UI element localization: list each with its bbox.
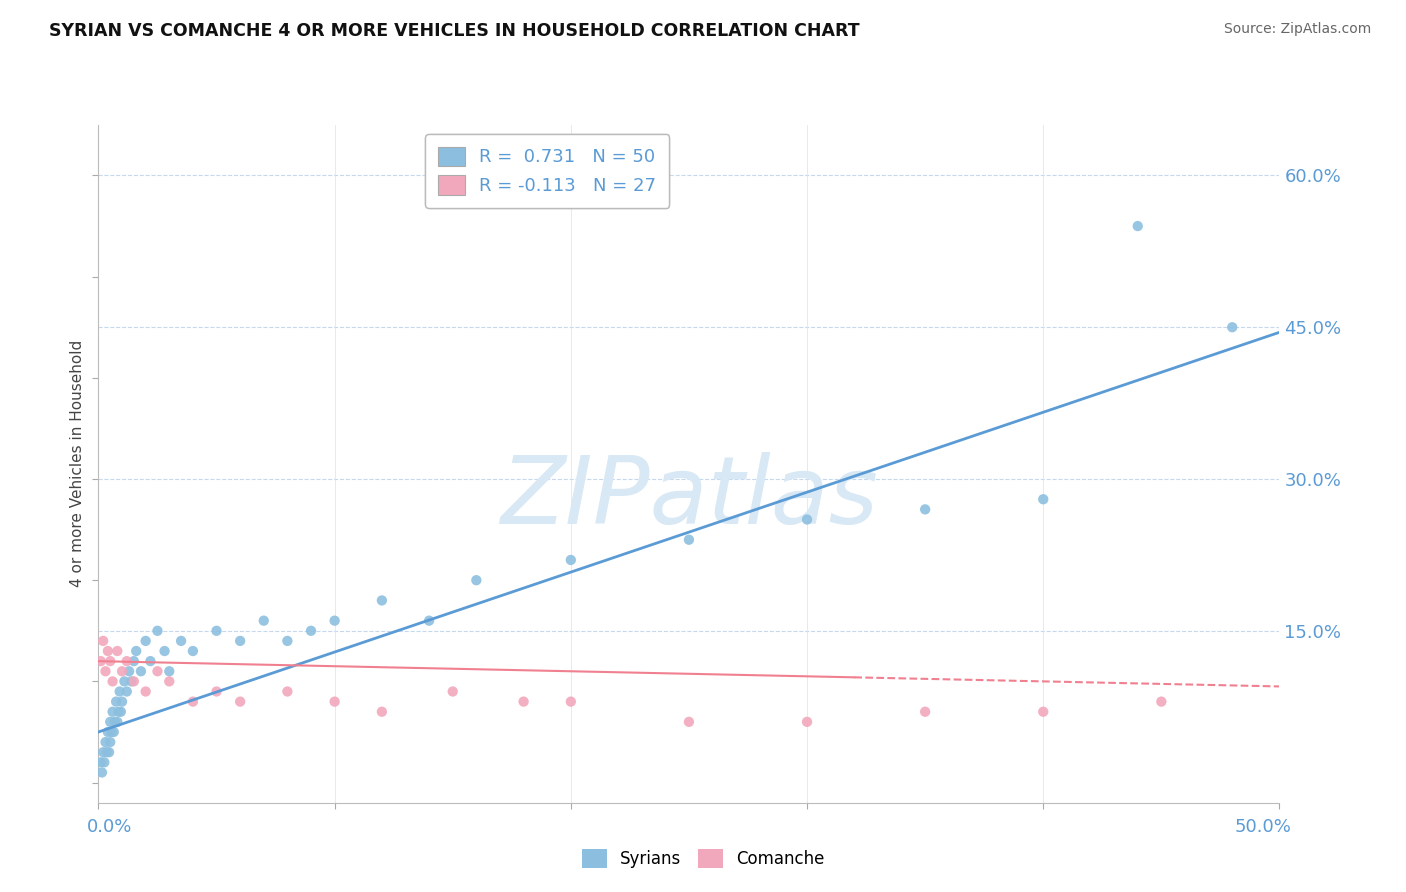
Point: [98, 745, 121, 759]
Text: 0.0%: 0.0%: [87, 818, 132, 836]
Point: [90, 756, 112, 770]
Point: [253, 614, 276, 628]
Point: [104, 714, 127, 729]
Text: 50.0%: 50.0%: [1234, 818, 1291, 836]
Point: [678, 533, 700, 547]
Point: [560, 553, 582, 567]
Point: [1126, 219, 1149, 233]
Point: [91, 745, 114, 759]
Point: [276, 684, 298, 698]
Point: [796, 714, 818, 729]
Point: [107, 705, 129, 719]
Point: [299, 624, 322, 638]
Point: [371, 705, 394, 719]
Point: [91, 634, 114, 648]
Point: [105, 695, 128, 709]
Point: [560, 695, 582, 709]
Point: [371, 593, 394, 607]
Point: [101, 674, 124, 689]
Point: [108, 684, 131, 698]
Point: [129, 665, 152, 679]
Point: [105, 714, 128, 729]
Point: [93, 756, 115, 770]
Point: [94, 735, 117, 749]
Text: Source: ZipAtlas.com: Source: ZipAtlas.com: [1223, 22, 1371, 37]
Point: [105, 644, 128, 658]
Point: [1150, 695, 1173, 709]
Point: [914, 502, 936, 516]
Point: [96, 745, 118, 759]
Point: [229, 695, 252, 709]
Point: [323, 614, 346, 628]
Point: [122, 674, 145, 689]
Point: [115, 654, 138, 668]
Point: [229, 634, 252, 648]
Point: [323, 695, 346, 709]
Point: [111, 665, 134, 679]
Point: [98, 735, 121, 749]
Point: [796, 512, 818, 526]
Point: [100, 725, 122, 739]
Point: [111, 695, 134, 709]
Point: [115, 684, 138, 698]
Point: [181, 644, 204, 658]
Point: [91, 765, 114, 780]
Point: [1032, 705, 1054, 719]
Point: [1032, 492, 1054, 507]
Point: [118, 665, 141, 679]
Point: [678, 714, 700, 729]
Point: [914, 705, 936, 719]
Point: [465, 573, 488, 587]
Point: [125, 644, 148, 658]
Y-axis label: 4 or more Vehicles in Household: 4 or more Vehicles in Household: [69, 340, 84, 588]
Point: [181, 695, 204, 709]
Point: [122, 654, 145, 668]
Point: [110, 705, 132, 719]
Point: [512, 695, 534, 709]
Text: ZIPatlas: ZIPatlas: [501, 452, 877, 543]
Point: [135, 634, 157, 648]
Point: [112, 674, 135, 689]
Legend: Syrians, Comanche: Syrians, Comanche: [575, 843, 831, 875]
Point: [98, 714, 121, 729]
Legend: R =  0.731   N = 50, R = -0.113   N = 27: R = 0.731 N = 50, R = -0.113 N = 27: [425, 134, 669, 208]
Point: [146, 665, 169, 679]
Point: [170, 634, 193, 648]
Point: [103, 725, 125, 739]
Point: [441, 684, 464, 698]
Point: [205, 624, 228, 638]
Point: [205, 684, 228, 698]
Point: [94, 665, 117, 679]
Point: [157, 674, 180, 689]
Point: [97, 644, 120, 658]
Text: SYRIAN VS COMANCHE 4 OR MORE VEHICLES IN HOUSEHOLD CORRELATION CHART: SYRIAN VS COMANCHE 4 OR MORE VEHICLES IN…: [49, 22, 860, 40]
Point: [1220, 320, 1243, 334]
Point: [135, 684, 157, 698]
Point: [276, 634, 298, 648]
Point: [139, 654, 162, 668]
Point: [90, 654, 112, 668]
Point: [98, 654, 121, 668]
Point: [418, 614, 440, 628]
Point: [121, 674, 143, 689]
Point: [153, 644, 176, 658]
Point: [101, 705, 124, 719]
Point: [97, 725, 120, 739]
Point: [146, 624, 169, 638]
Point: [157, 665, 180, 679]
